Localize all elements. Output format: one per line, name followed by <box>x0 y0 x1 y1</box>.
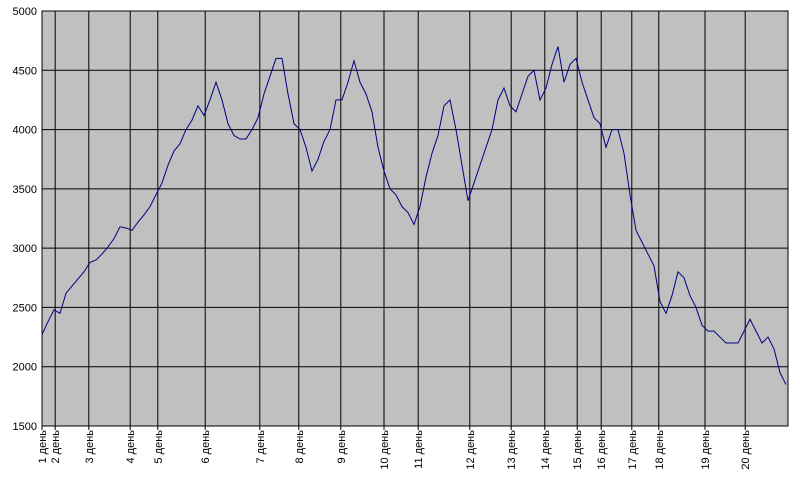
x-tick-label: 1 день <box>37 430 49 464</box>
x-tick-label: 3 день <box>84 430 96 464</box>
x-tick-label: 6 день <box>200 430 212 464</box>
x-tick-label: 19 день <box>700 430 712 470</box>
y-tick-label: 4000 <box>13 125 37 137</box>
x-tick-label: 10 день <box>379 430 391 470</box>
x-tick-label: 15 день <box>572 430 584 470</box>
x-tick-label: 7 день <box>255 430 267 464</box>
plot-area <box>41 10 789 427</box>
x-tick-label: 13 день <box>506 430 518 470</box>
y-tick-label: 1500 <box>13 421 37 433</box>
x-tick-label: 17 день <box>627 430 639 470</box>
x-tick-label: 4 день <box>125 430 137 464</box>
x-tick-label: 11 день <box>413 430 425 469</box>
x-tick-label: 9 день <box>336 430 348 464</box>
y-tick-label: 3000 <box>13 243 37 255</box>
x-tick-label: 5 день <box>153 430 165 464</box>
y-tick-label: 2000 <box>13 362 37 374</box>
x-tick-label: 12 день <box>465 430 477 470</box>
y-tick-label: 4500 <box>13 65 37 77</box>
y-tick-label: 5000 <box>13 6 37 18</box>
x-tick-label: 14 день <box>540 430 552 470</box>
x-tick-label: 20 день <box>740 430 752 470</box>
y-tick-label: 2500 <box>13 302 37 314</box>
x-tick-label: 2 день <box>50 430 62 464</box>
data-line <box>41 46 787 385</box>
x-tick-label: 8 день <box>294 430 306 464</box>
x-tick-label: 18 день <box>654 430 666 470</box>
x-tick-label: 16 день <box>596 430 608 470</box>
y-tick-label: 3500 <box>13 184 37 196</box>
